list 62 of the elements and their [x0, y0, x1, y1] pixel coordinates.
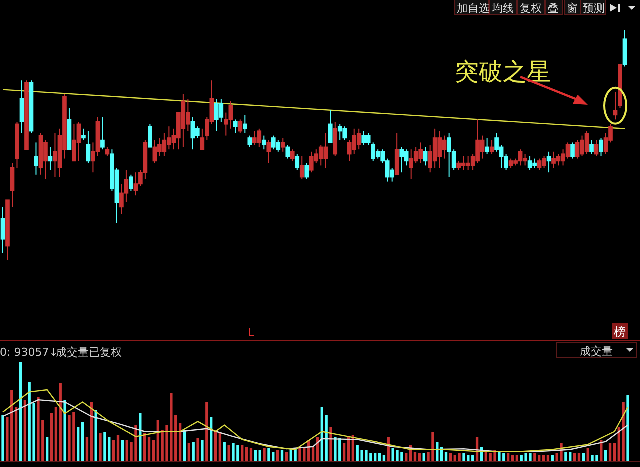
bar — [223, 442, 226, 462]
bar — [77, 427, 80, 462]
bar — [564, 452, 568, 462]
bar — [458, 453, 461, 462]
bar — [280, 450, 284, 462]
bar — [59, 383, 62, 462]
text: 叠 — [548, 2, 559, 15]
bar — [245, 447, 248, 462]
bar — [104, 432, 106, 462]
bar — [298, 448, 302, 462]
bar — [498, 452, 501, 462]
bar — [112, 440, 116, 462]
bar — [334, 437, 337, 462]
text: 加自选 — [457, 2, 490, 15]
bar — [14, 407, 18, 462]
bar — [19, 362, 22, 462]
bar — [444, 452, 448, 462]
bar — [116, 435, 120, 462]
bar — [626, 395, 630, 462]
bar — [99, 433, 102, 462]
bar — [24, 400, 26, 462]
bar — [46, 437, 49, 462]
bar — [342, 443, 346, 462]
bar — [254, 450, 257, 462]
text: 成交量 — [580, 345, 613, 358]
text: 成交量已复权 — [56, 346, 122, 359]
bar — [86, 437, 89, 462]
bar — [201, 440, 204, 462]
text: 预测 — [583, 2, 605, 15]
bar — [121, 440, 124, 462]
text: 窗 — [567, 2, 578, 15]
text: 榜 — [614, 325, 626, 339]
bar — [2, 415, 4, 462]
bar — [152, 440, 156, 462]
bar — [268, 448, 270, 462]
bar — [285, 452, 288, 462]
annotation: 突破之星 — [455, 58, 551, 86]
bar — [258, 450, 262, 462]
bar — [81, 422, 84, 462]
bar — [188, 443, 190, 462]
bar — [276, 450, 280, 462]
bar — [608, 443, 612, 462]
bar — [241, 445, 244, 462]
bar — [586, 448, 590, 462]
bar — [50, 413, 54, 462]
bar — [250, 448, 253, 462]
bar — [54, 407, 58, 462]
bar — [148, 437, 151, 462]
bar — [37, 397, 40, 462]
bar — [192, 442, 195, 462]
bar — [604, 450, 608, 462]
text: 均线 — [491, 2, 514, 15]
bar — [64, 400, 66, 462]
bar — [330, 427, 332, 462]
bar — [263, 448, 266, 462]
bar — [228, 445, 230, 462]
bar — [414, 452, 417, 462]
bar — [196, 438, 200, 462]
text: 复权 — [520, 2, 542, 15]
bar — [613, 443, 616, 462]
bar — [622, 402, 625, 462]
text: L — [248, 326, 255, 339]
